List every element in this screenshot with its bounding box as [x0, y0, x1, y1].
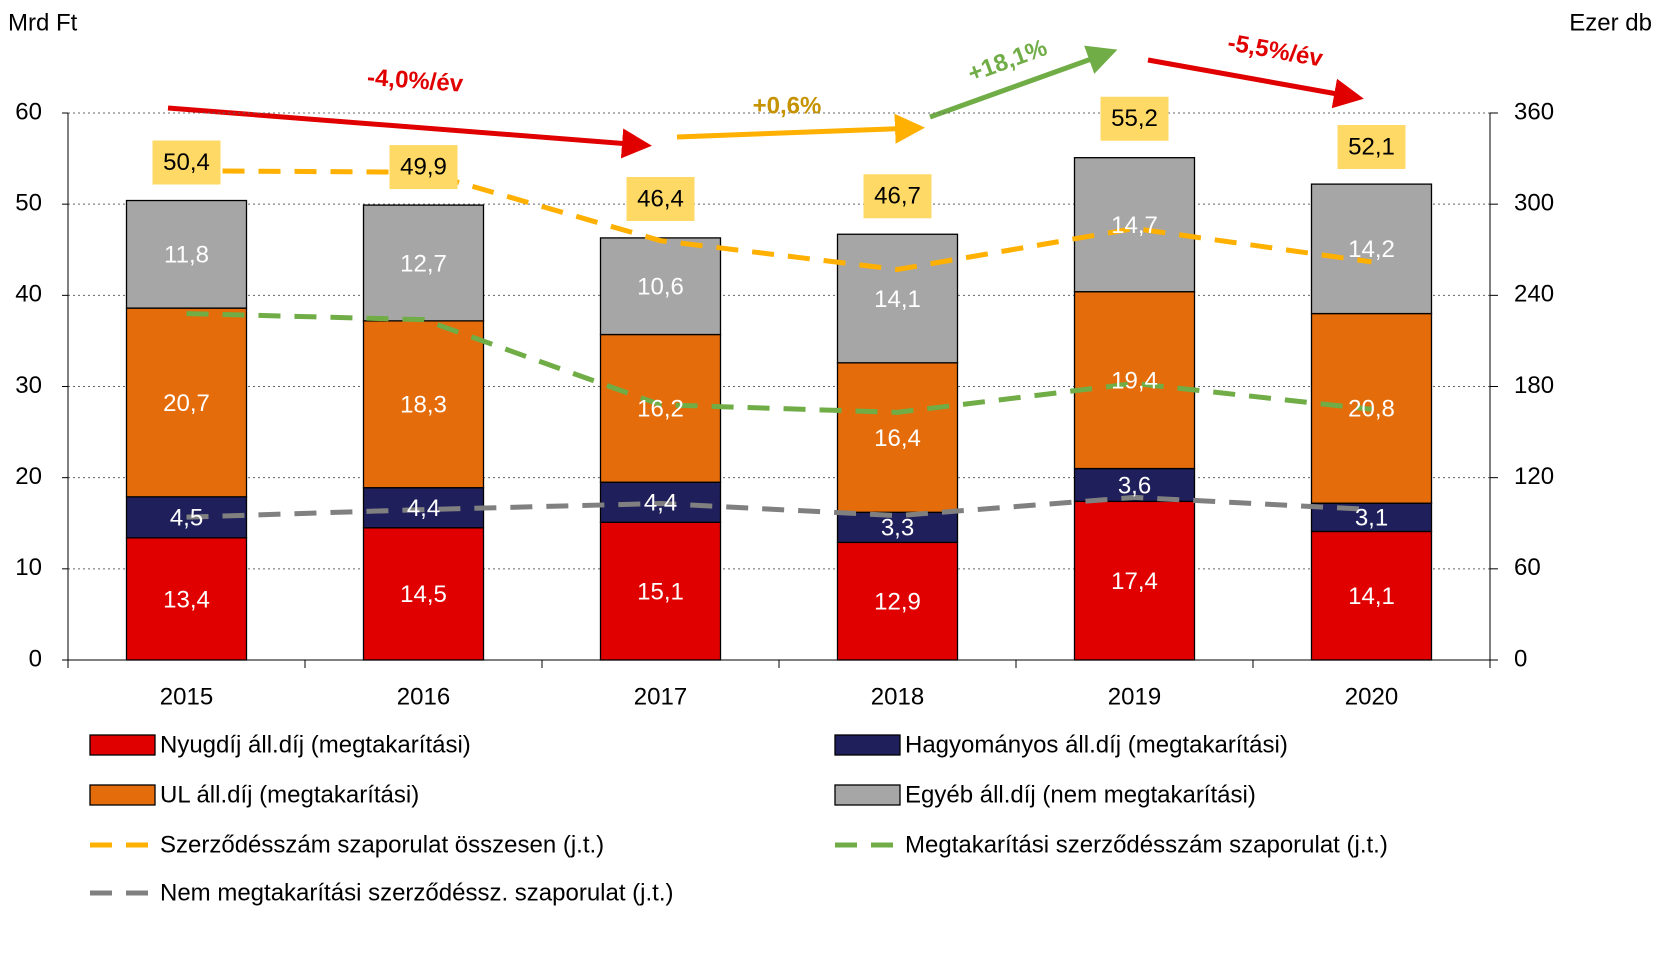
- annotation: -4,0%/év: [366, 64, 464, 98]
- x-tick-label: 2017: [634, 683, 687, 710]
- total-label-box: [863, 174, 932, 219]
- y-tick-label: 20: [15, 463, 42, 490]
- bar-value-label: 3,6: [1118, 472, 1151, 499]
- line-series: [186, 311, 1372, 415]
- bar-value-label: 3,1: [1355, 505, 1388, 532]
- x-tick-label: 2019: [1108, 683, 1161, 710]
- total-label: 50,4: [163, 149, 210, 176]
- bar-segment: [836, 362, 959, 513]
- bar-value-label: 15,1: [637, 579, 684, 606]
- bar-value-label: 3,3: [881, 515, 914, 542]
- y-tick-label: 10: [15, 554, 42, 581]
- bar-segment: [1310, 502, 1433, 533]
- y2-tick-label: 240: [1514, 281, 1554, 308]
- bar-value-label: 4,5: [170, 505, 203, 532]
- bar-segment: [599, 237, 722, 336]
- annotation: +0,6%: [753, 92, 822, 119]
- bar-value-label: 13,4: [163, 586, 210, 613]
- total-label-box: [1337, 125, 1406, 170]
- y2-tick-label: 360: [1514, 98, 1554, 125]
- bar-value-label: 11,8: [164, 242, 209, 269]
- y-tick-label: 0: [29, 645, 42, 672]
- bar-value-label: 14,5: [400, 581, 447, 608]
- y2-axis-label: Ezer db: [1569, 9, 1652, 36]
- total-label: 46,4: [637, 185, 684, 212]
- y2-tick-label: 60: [1514, 554, 1541, 581]
- bar-segment: [836, 541, 959, 661]
- bar-value-label: 18,3: [400, 392, 447, 419]
- bar-value-label: 20,8: [1348, 396, 1395, 423]
- bar-segment: [599, 521, 722, 661]
- bar-segment: [599, 333, 722, 483]
- bar-segment: [1310, 530, 1433, 661]
- bar-segment: [125, 199, 248, 309]
- total-label: 52,1: [1348, 133, 1395, 160]
- bar-segment: [362, 204, 485, 322]
- bar-value-label: 19,4: [1111, 367, 1158, 394]
- bar-segment: [836, 233, 959, 364]
- y2-tick-label: 180: [1514, 372, 1554, 399]
- bar-value-label: 10,6: [637, 274, 684, 301]
- y-tick-label: 40: [15, 281, 42, 308]
- line-series: [186, 494, 1372, 520]
- bar-value-label: 4,4: [407, 495, 440, 522]
- y-tick-label: 30: [15, 372, 42, 399]
- y2-tick-label: 0: [1514, 645, 1527, 672]
- bar-value-label: 16,4: [874, 425, 921, 452]
- bar-segment: [1073, 291, 1196, 470]
- legend-label: Nyugdíj áll.díj (megtakarítási): [160, 731, 471, 758]
- total-label-box: [389, 145, 458, 190]
- bar-value-label: 12,7: [400, 250, 447, 277]
- y-axis-label: Mrd Ft: [8, 9, 78, 36]
- y-tick-label: 60: [15, 98, 42, 125]
- bar-segment: [1073, 157, 1196, 293]
- bar-segment: [1073, 500, 1196, 661]
- total-label: 55,2: [1111, 105, 1158, 132]
- legend-label: Nem megtakarítási szerződéssz. szaporula…: [160, 879, 674, 906]
- bar-value-label: 14,7: [1111, 212, 1158, 239]
- total-label: 49,9: [400, 153, 447, 180]
- trend-arrows: [167, 45, 1364, 159]
- legend-swatch: [89, 734, 156, 756]
- x-tick-label: 2018: [871, 683, 924, 710]
- y2-tick-label: 120: [1514, 463, 1554, 490]
- annotation: -5,5%/év: [1226, 29, 1326, 72]
- bar-segment: [362, 527, 485, 661]
- legend-label: Szerződésszám szaporulat összesen (j.t.): [160, 831, 604, 858]
- bar-value-label: 12,9: [874, 589, 921, 616]
- bar-value-label: 14,1: [874, 286, 921, 313]
- bar-value-label: 4,4: [644, 490, 677, 517]
- y2-tick-label: 300: [1514, 190, 1554, 217]
- total-label-box: [626, 176, 695, 221]
- total-label-box: [1100, 96, 1169, 141]
- x-tick-label: 2016: [397, 683, 450, 710]
- bar-segment: [125, 307, 248, 498]
- legend-label: Egyéb áll.díj (nem megtakarítási): [905, 781, 1256, 808]
- bar-value-label: 20,7: [163, 390, 210, 417]
- x-tick-label: 2015: [160, 683, 213, 710]
- arrow: [167, 105, 652, 159]
- legend-swatch: [834, 734, 901, 756]
- x-tick-label: 2020: [1345, 683, 1398, 710]
- legend-label: Hagyományos áll.díj (megtakarítási): [905, 731, 1288, 758]
- bar-value-label: 14,1: [1348, 583, 1395, 610]
- legend-swatch: [89, 784, 156, 806]
- bar-value-label: 14,2: [1348, 236, 1395, 263]
- line-series: [186, 168, 1372, 273]
- total-label-box: [152, 140, 221, 185]
- arrow: [929, 45, 1118, 120]
- legend-label: Megtakarítási szerződésszám szaporulat (…: [905, 831, 1388, 858]
- bar-segment: [362, 320, 485, 489]
- bar-value-label: 16,2: [637, 396, 684, 423]
- legend-swatch: [834, 784, 901, 806]
- arrow: [676, 113, 925, 144]
- legend-label: UL áll.díj (megtakarítási): [160, 781, 419, 808]
- bar-value-label: 17,4: [1111, 568, 1158, 595]
- y-tick-label: 50: [15, 190, 42, 217]
- arrow: [1147, 57, 1364, 109]
- bar-segment: [1310, 183, 1433, 315]
- total-label: 46,7: [874, 183, 921, 210]
